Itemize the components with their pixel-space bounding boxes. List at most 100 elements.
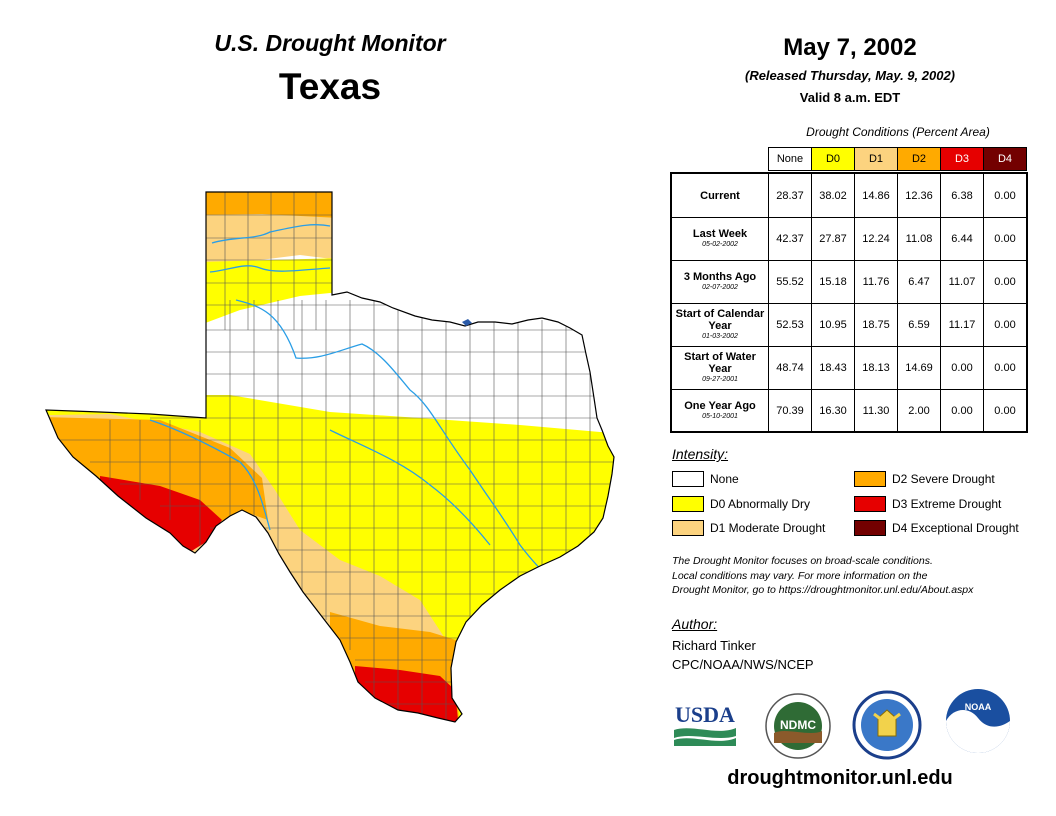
cell-none: 42.37 (768, 218, 811, 260)
row-label: 3 Months Ago 02-07-2002 (683, 271, 757, 291)
lake-texoma (462, 319, 472, 326)
d0-area-panhandle (200, 258, 340, 325)
cell-d0: 18.43 (811, 347, 854, 389)
legend-title: Intensity: (672, 446, 729, 462)
col-header-none: None (768, 147, 812, 171)
cell-d2: 6.59 (897, 304, 940, 346)
col-header-d3: D3 (940, 147, 984, 171)
ndmc-logo: NDMC (765, 693, 831, 759)
website-link[interactable]: droughtmonitor.unl.edu (727, 767, 953, 789)
d2-area-panhandle (200, 192, 340, 218)
legend-label: None (710, 472, 739, 486)
drought-statistics-table: Current 28.37 38.02 14.86 12.36 6.38 0.0… (670, 172, 1028, 433)
legend-swatch (672, 520, 704, 536)
author-organization: CPC/NOAA/NWS/NCEP (672, 657, 814, 672)
cell-none: 55.52 (768, 261, 811, 303)
table-row: Start of Water Year 09-27-2001 48.74 18.… (672, 346, 1026, 389)
row-label: Current (700, 189, 740, 202)
county-grid (60, 192, 614, 720)
cell-d3: 0.00 (940, 347, 983, 389)
author-title: Author: (672, 616, 718, 632)
cell-d2: 6.47 (897, 261, 940, 303)
cell-d4: 0.00 (983, 218, 1026, 260)
valid-time: Valid 8 a.m. EDT (799, 90, 901, 105)
legend-label: D2 Severe Drought (892, 472, 995, 486)
cell-d0: 10.95 (811, 304, 854, 346)
cell-d0: 15.18 (811, 261, 854, 303)
cell-d1: 18.13 (854, 347, 897, 389)
product-title: U.S. Drought Monitor (214, 30, 446, 56)
cell-d2: 14.69 (897, 347, 940, 389)
noaa-logo: NOAA (946, 689, 1010, 753)
legend-swatch (854, 520, 886, 536)
map-date: May 7, 2002 (783, 34, 917, 61)
svg-text:USDA: USDA (675, 702, 735, 727)
cell-d1: 18.75 (854, 304, 897, 346)
legend-swatch (854, 471, 886, 487)
svg-text:NOAA: NOAA (965, 702, 992, 712)
region-title: Texas (278, 66, 382, 107)
cell-d3: 0.00 (940, 390, 983, 432)
table-row: Last Week 05-02-2002 42.37 27.87 12.24 1… (672, 217, 1026, 260)
legend-item-d4: D4 Exceptional Drought (854, 519, 1019, 537)
texas-drought-map (45, 191, 615, 723)
table-row: One Year Ago 05-10-2001 70.39 16.30 11.3… (672, 389, 1026, 432)
author-name: Richard Tinker (672, 638, 756, 653)
cell-d4: 0.00 (983, 390, 1026, 432)
legend-item-d3: D3 Extreme Drought (854, 495, 1001, 513)
cell-none: 70.39 (768, 390, 811, 432)
legend-label: D1 Moderate Drought (710, 521, 826, 535)
cell-d3: 11.17 (940, 304, 983, 346)
cell-d0: 38.02 (811, 174, 854, 217)
note-line: The Drought Monitor focuses on broad-sca… (672, 555, 933, 567)
legend-swatch (672, 471, 704, 487)
cell-d4: 0.00 (983, 174, 1026, 217)
col-header-d2: D2 (897, 147, 941, 171)
cell-d1: 12.24 (854, 218, 897, 260)
legend-label: D3 Extreme Drought (892, 497, 1002, 511)
note-line: Drought Monitor, go to https://droughtmo… (672, 584, 974, 596)
rivers (149, 224, 549, 576)
cell-d1: 14.86 (854, 174, 897, 217)
cell-d3: 6.44 (940, 218, 983, 260)
table-row: Start of Calendar Year 01-03-2002 52.53 … (672, 303, 1026, 346)
legend-swatch (672, 496, 704, 512)
row-label: Start of Calendar Year 01-03-2002 (675, 308, 765, 340)
legend-label: D4 Exceptional Drought (892, 521, 1019, 535)
release-date: (Released Thursday, May. 9, 2002) (744, 68, 956, 83)
table-row: 3 Months Ago 02-07-2002 55.52 15.18 11.7… (672, 260, 1026, 303)
cell-d4: 0.00 (983, 304, 1026, 346)
cell-none: 52.53 (768, 304, 811, 346)
usda-logo: USDA (674, 702, 736, 746)
note-line: Local conditions may vary. For more info… (672, 569, 928, 582)
table-caption: Drought Conditions (Percent Area) (806, 125, 990, 139)
d3-area-west (100, 476, 222, 552)
col-header-d1: D1 (854, 147, 898, 171)
cell-d4: 0.00 (983, 261, 1026, 303)
svg-text:NDMC: NDMC (780, 718, 816, 732)
row-label: Last Week 05-02-2002 (692, 228, 748, 248)
cell-d3: 6.38 (940, 174, 983, 217)
cell-d2: 2.00 (897, 390, 940, 432)
row-label: Start of Water Year 09-27-2001 (684, 351, 756, 383)
legend-item-none: None (672, 470, 739, 488)
cell-d0: 27.87 (811, 218, 854, 260)
legend-label: D0 Abnormally Dry (710, 497, 811, 511)
commerce-seal-logo (852, 690, 922, 760)
col-header-d0: D0 (811, 147, 855, 171)
cell-d2: 11.08 (897, 218, 940, 260)
row-label: One Year Ago 05-10-2001 (684, 400, 756, 420)
cell-none: 28.37 (768, 174, 811, 217)
legend-item-d0: D0 Abnormally Dry (672, 495, 810, 513)
legend-swatch (854, 496, 886, 512)
legend-item-d1: D1 Moderate Drought (672, 519, 825, 537)
cell-d1: 11.76 (854, 261, 897, 303)
col-header-d4: D4 (983, 147, 1027, 171)
cell-none: 48.74 (768, 347, 811, 389)
cell-d4: 0.00 (983, 347, 1026, 389)
cell-d3: 11.07 (940, 261, 983, 303)
disclaimer-note: The Drought Monitor focuses on broad-sca… (672, 554, 1047, 598)
cell-d1: 11.30 (854, 390, 897, 432)
cell-d2: 12.36 (897, 174, 940, 217)
legend-item-d2: D2 Severe Drought (854, 470, 995, 488)
